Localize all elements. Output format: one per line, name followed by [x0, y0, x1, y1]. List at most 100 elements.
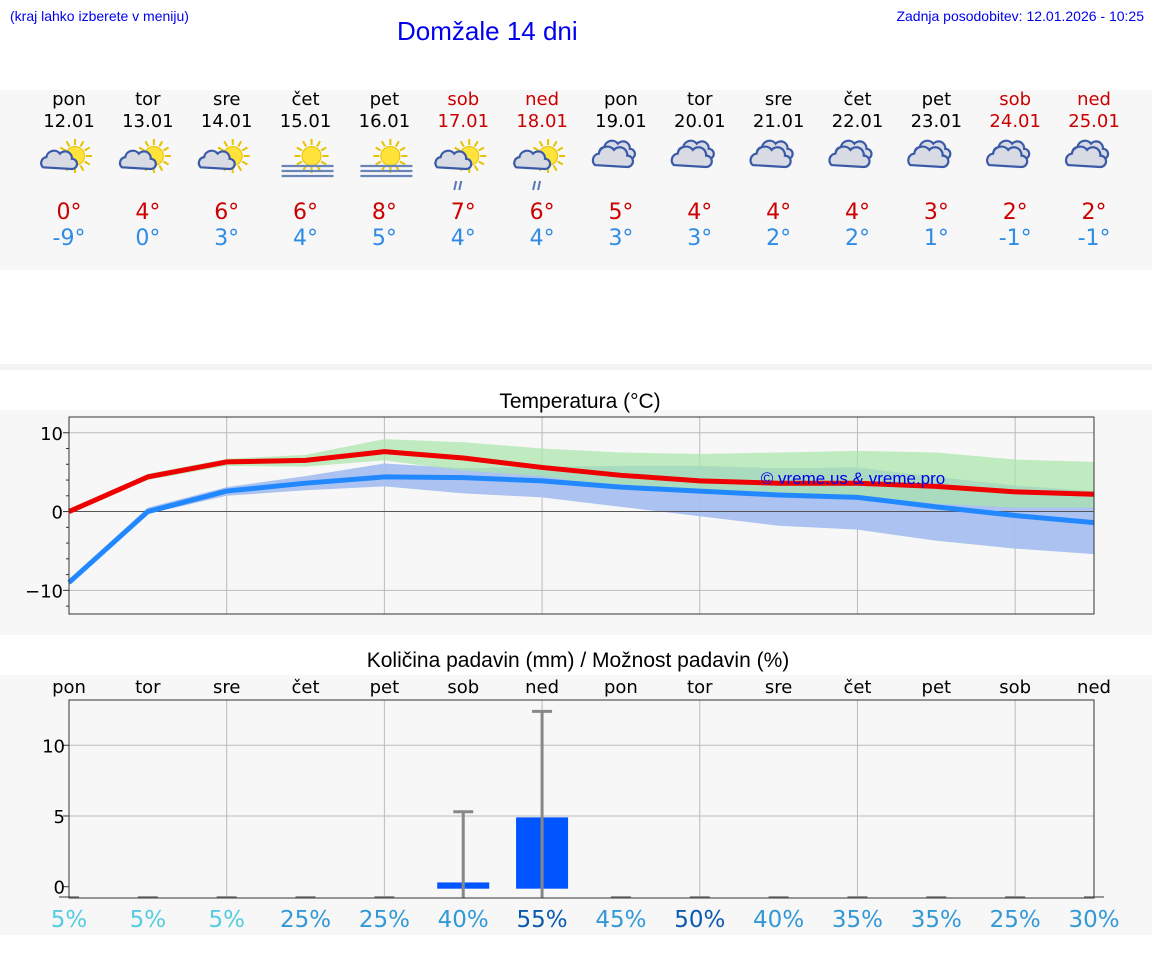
precipitation-day-label: pon — [604, 677, 638, 698]
sun-cloud-icon — [118, 139, 171, 173]
precipitation-plot-frame — [68, 699, 1095, 899]
cloudy-icon — [1064, 139, 1110, 169]
precipitation-day-label: čet — [292, 677, 320, 698]
precipitation-day-label: ned — [525, 677, 559, 698]
precipitation-chance-label: 5% — [208, 907, 245, 933]
precipitation-chance-label: 35% — [832, 907, 883, 933]
max-temp: 4° — [135, 200, 161, 225]
cloudy-icon — [591, 139, 636, 169]
cloudy-icon — [828, 139, 873, 169]
min-temp: -1° — [1077, 226, 1111, 251]
sun-ray — [237, 140, 243, 147]
region-hint-link[interactable]: (kraj lahko izberete v meniju) — [10, 8, 189, 24]
sun-ray — [552, 140, 558, 147]
cloud-shape — [434, 149, 473, 171]
sun-ray — [162, 146, 170, 152]
rain-drop — [458, 180, 463, 191]
precipitation-ytick-label: 10 — [42, 736, 65, 757]
sun-ray — [84, 146, 91, 152]
sun-ray — [158, 140, 164, 147]
cloudy-icon — [907, 139, 952, 169]
sun-ray — [395, 140, 400, 147]
day-date: 21.01 — [752, 111, 805, 132]
max-temp: 3° — [923, 200, 949, 225]
precipitation-chance-label: 50% — [674, 907, 725, 933]
day-date: 13.01 — [122, 111, 174, 132]
max-temp: 5° — [608, 200, 634, 225]
day-date: 15.01 — [279, 111, 332, 132]
sun-ray — [302, 140, 307, 147]
rain-drop — [532, 180, 537, 191]
sun-ray — [296, 146, 303, 152]
sun-cloud-icon — [197, 139, 250, 173]
precipitation-day-label: sob — [447, 677, 479, 698]
day-date: 17.01 — [437, 111, 490, 132]
precipitation-plot-area — [69, 700, 1094, 898]
precipitation-day-label: tor — [687, 677, 713, 698]
section-divider — [0, 364, 1152, 370]
day-name: čet — [291, 89, 320, 110]
min-temp: 4° — [450, 226, 476, 251]
sun-ray — [399, 160, 406, 166]
day-name: tor — [687, 89, 713, 110]
day-date: 14.01 — [200, 111, 253, 132]
daily-forecast-strip: pon 12.01 0° -9° tor 13.01 4° 0° sre 14.01 6° 3° čet… — [0, 90, 1152, 270]
day-name: ned — [1077, 89, 1111, 110]
sun-ray — [158, 165, 164, 172]
precipitation-chance-label: 25% — [359, 907, 410, 933]
sun-ray — [375, 160, 382, 166]
sun-ray — [552, 165, 558, 172]
sun-cloud-icon — [40, 139, 92, 173]
rain-drop — [537, 180, 542, 191]
sun-cloud-rain-icon — [513, 139, 566, 191]
sun-disc — [380, 146, 401, 166]
max-temp: 4° — [845, 200, 870, 225]
max-temp: 8° — [371, 200, 397, 225]
min-temp: 3° — [214, 226, 240, 251]
day-date: 19.01 — [595, 111, 647, 132]
max-temp: 6° — [293, 200, 319, 225]
max-temp: 0° — [56, 200, 82, 225]
day-name: tor — [135, 89, 161, 110]
sun-ray — [478, 146, 485, 152]
precipitation-ytick-label: 0 — [54, 878, 65, 899]
sun-fog-icon — [281, 139, 334, 178]
sun-ray — [473, 165, 479, 172]
cloud-shape — [670, 145, 713, 169]
day-name: pon — [604, 89, 638, 110]
sun-disc — [301, 146, 322, 166]
cloud-shape — [1064, 145, 1108, 169]
day-date: 24.01 — [989, 111, 1041, 132]
precipitation-chance-label: 55% — [517, 907, 568, 933]
max-temp: 4° — [687, 200, 713, 225]
day-name: sre — [212, 89, 241, 110]
cloud-shape — [591, 145, 635, 169]
day-name: ned — [525, 89, 560, 110]
max-temp: 2° — [1002, 200, 1028, 225]
sun-ray — [532, 146, 540, 152]
sun-ray — [316, 140, 321, 147]
day-name: pon — [52, 89, 86, 110]
day-name: sre — [764, 89, 793, 110]
precipitation-chance-label: 40% — [438, 907, 489, 933]
precipitation-day-label: tor — [135, 677, 161, 698]
min-temp-line — [67, 474, 1095, 585]
day-name: sob — [447, 89, 480, 110]
sun-ray — [79, 140, 85, 147]
day-date: 20.01 — [674, 111, 726, 132]
precipitation-chance-label: 40% — [753, 907, 804, 933]
day-date: 25.01 — [1068, 111, 1120, 132]
max-temp: 2° — [1081, 200, 1107, 225]
day-date: 23.01 — [910, 111, 963, 132]
cloud-shape — [749, 145, 792, 169]
precipitation-day-label: pon — [52, 677, 86, 698]
sun-ray — [144, 140, 150, 147]
sun-ray — [557, 146, 564, 152]
sun-ray — [59, 146, 66, 152]
day-name: čet — [843, 89, 872, 110]
precipitation-chance-label: 35% — [911, 907, 962, 933]
precipitation-chart-title: Količina padavin (mm) / Možnost padavin … — [367, 649, 790, 672]
sun-ray — [320, 146, 327, 152]
min-temp: -1° — [998, 226, 1032, 251]
